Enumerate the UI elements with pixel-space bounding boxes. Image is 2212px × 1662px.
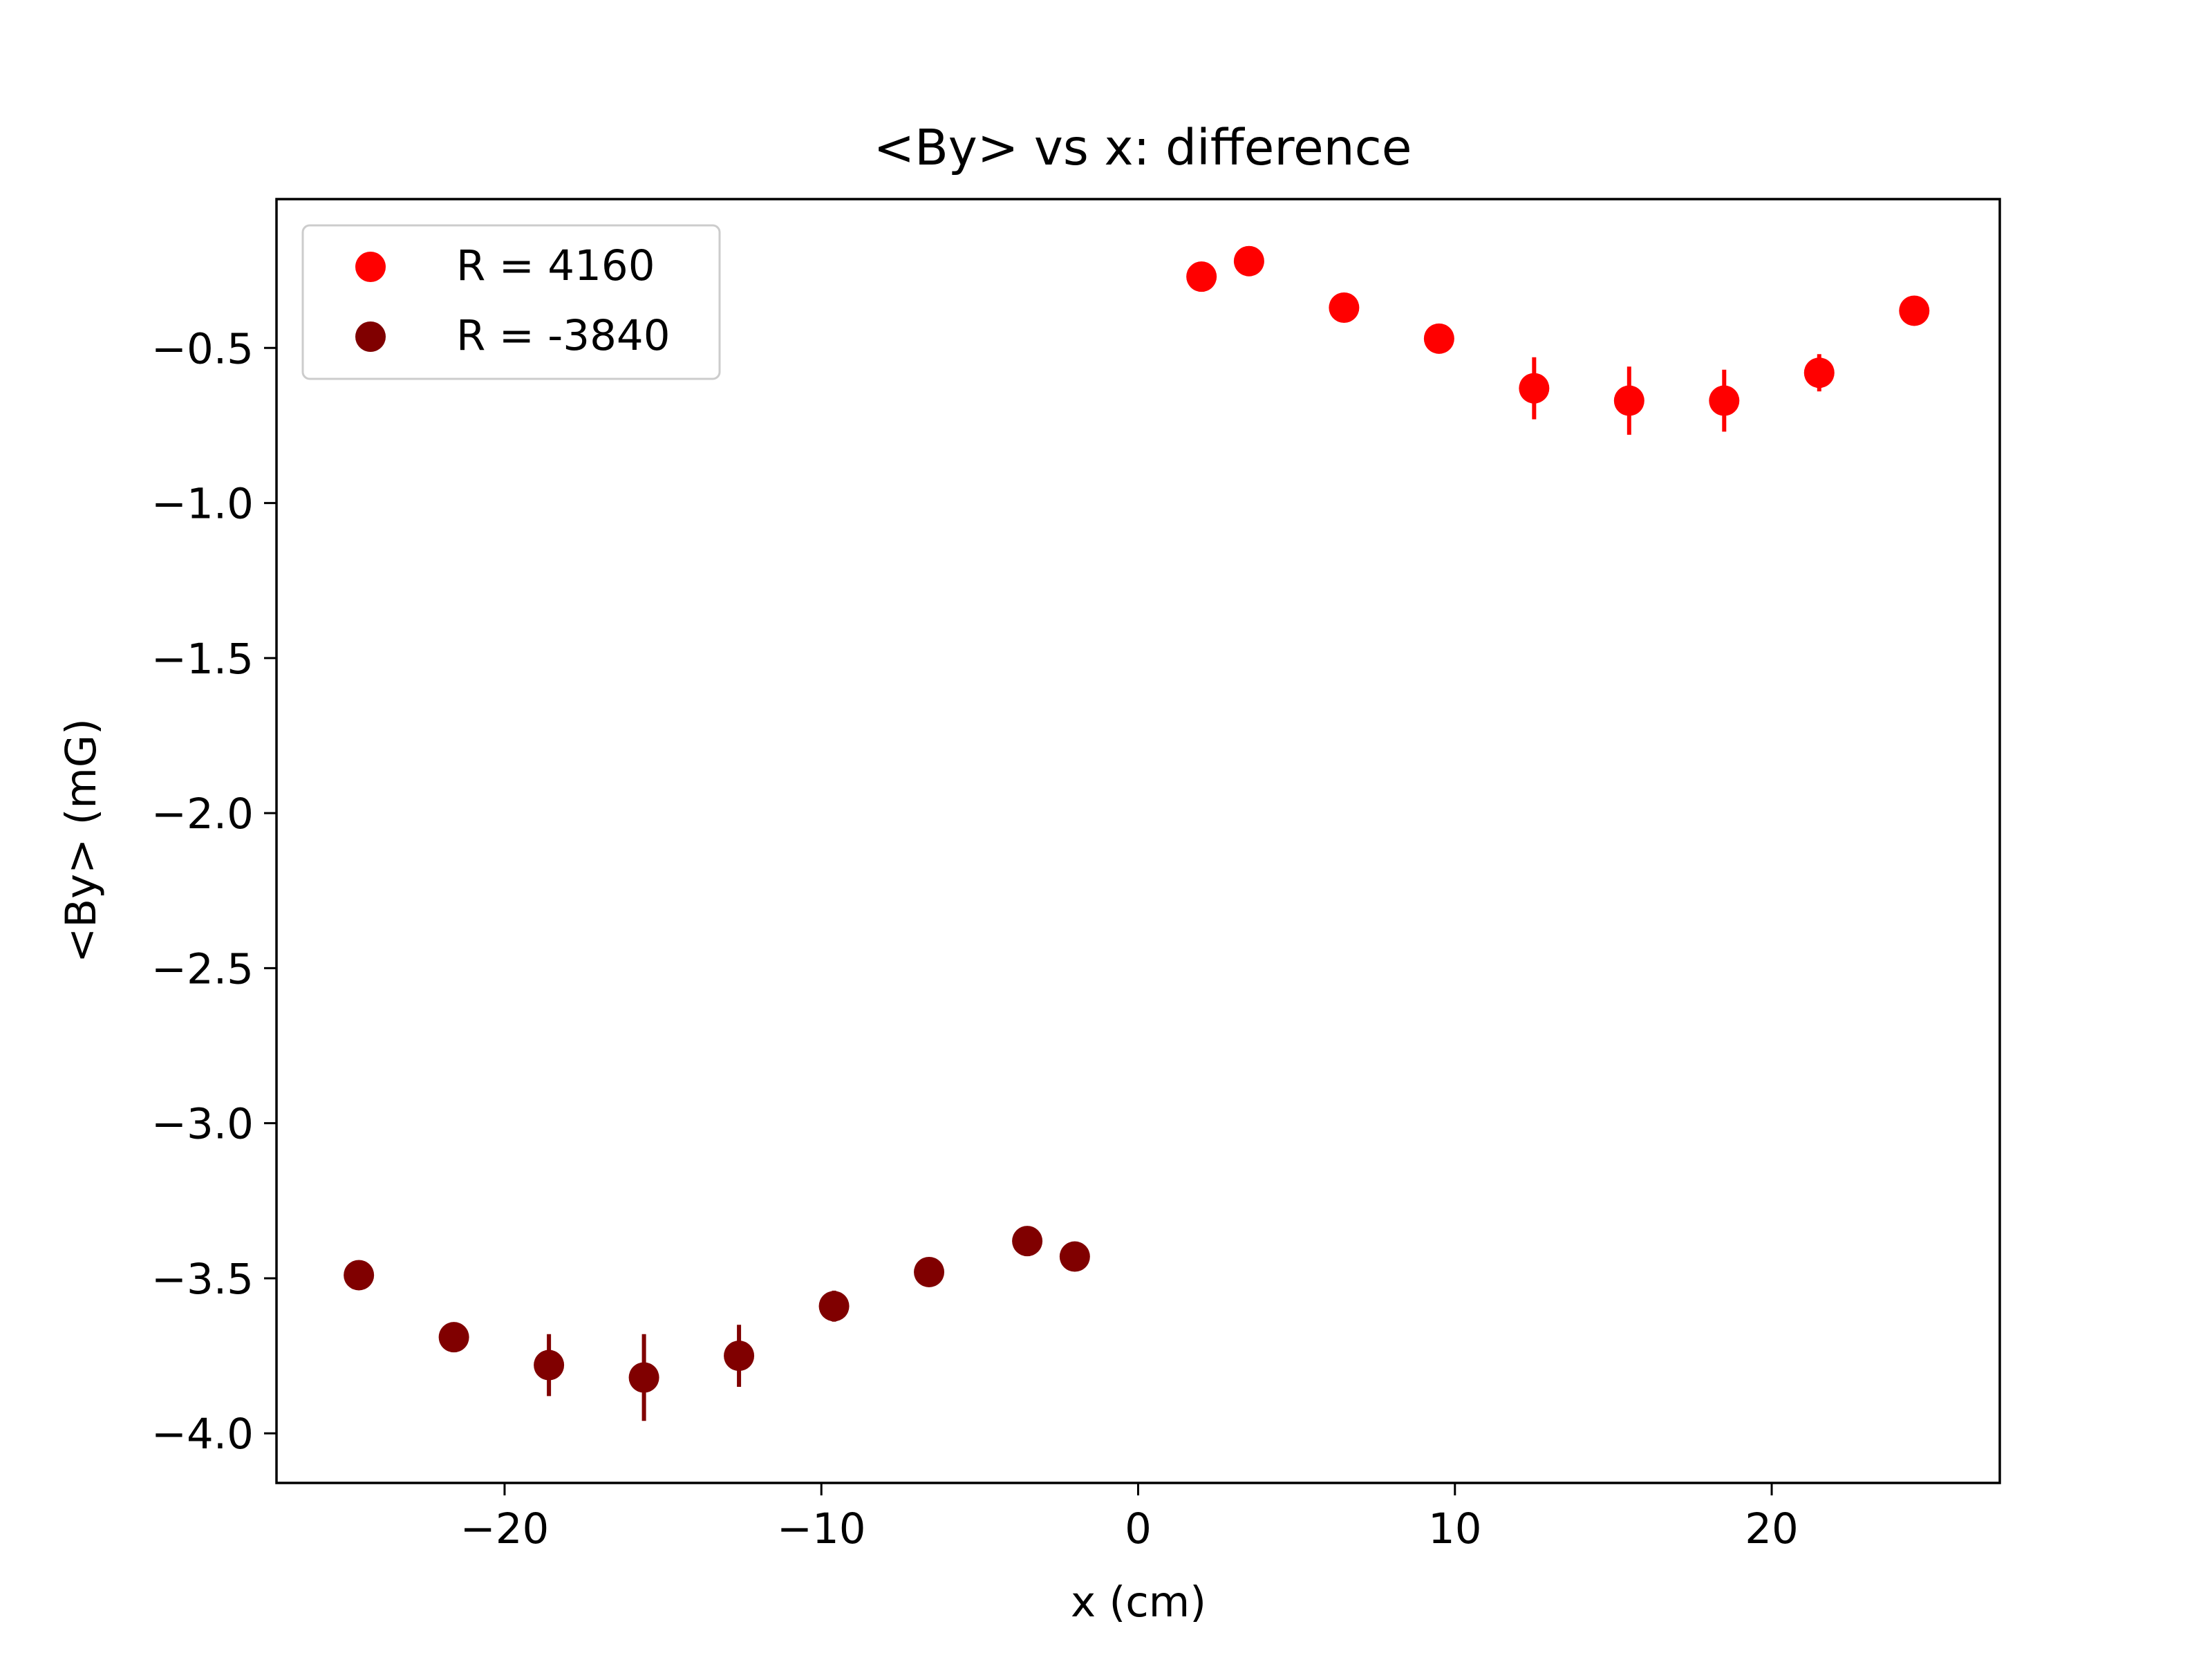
- legend: R = 4160 R = -3840: [301, 224, 721, 380]
- y-tick-label: −2.0: [151, 790, 254, 839]
- legend-marker-r-4160: [355, 252, 386, 282]
- y-tick-label: −1.0: [151, 480, 254, 529]
- legend-frame: [301, 224, 721, 380]
- data-point: [818, 1291, 850, 1322]
- y-tick-label: −3.5: [151, 1255, 254, 1304]
- axis-ticks: −20 −10 0 10 20 −0.5 −1.0 −1.5 −2.0 −2.5 −3.0 −3.5 −…: [151, 324, 1799, 1553]
- y-tick-label: −3.0: [151, 1100, 254, 1149]
- data-point: [1233, 245, 1264, 277]
- data-point: [1329, 292, 1360, 323]
- data-point: [1059, 1241, 1090, 1272]
- legend-marker-r-minus-3840: [355, 321, 386, 352]
- y-tick-label: −4.0: [151, 1410, 254, 1459]
- x-tick-label: 10: [1428, 1504, 1482, 1553]
- y-axis-label: <By> (mG): [57, 718, 106, 963]
- data-point: [724, 1341, 755, 1372]
- data-marks: [344, 245, 1930, 1421]
- data-point: [1423, 323, 1454, 354]
- legend-label-r-4160: R = 4160: [456, 241, 655, 290]
- data-point: [534, 1350, 565, 1381]
- x-axis-label: x (cm): [1071, 1578, 1206, 1627]
- data-point: [1899, 295, 1930, 326]
- y-tick-label: −0.5: [151, 324, 254, 373]
- series-1: [344, 1226, 1090, 1421]
- chart-title: <By> vs x: difference: [874, 119, 1412, 176]
- x-tick-label: −20: [460, 1504, 550, 1553]
- data-point: [1519, 373, 1550, 404]
- data-point: [1709, 385, 1740, 416]
- x-tick-label: 20: [1745, 1504, 1799, 1553]
- data-point: [344, 1260, 375, 1291]
- data-point: [1803, 357, 1835, 389]
- data-point: [1012, 1226, 1043, 1257]
- data-point: [628, 1362, 659, 1393]
- axes-frame: [275, 198, 2001, 1484]
- x-tick-label: −10: [777, 1504, 866, 1553]
- data-point: [914, 1256, 945, 1287]
- x-tick-label: 0: [1125, 1504, 1152, 1553]
- data-point: [438, 1322, 469, 1353]
- data-point: [1613, 385, 1644, 416]
- y-tick-label: −1.5: [151, 635, 254, 684]
- legend-label-r-minus-3840: R = -3840: [456, 311, 671, 360]
- series-0: [1186, 245, 1930, 435]
- y-tick-label: −2.5: [151, 944, 254, 993]
- data-point: [1186, 261, 1217, 292]
